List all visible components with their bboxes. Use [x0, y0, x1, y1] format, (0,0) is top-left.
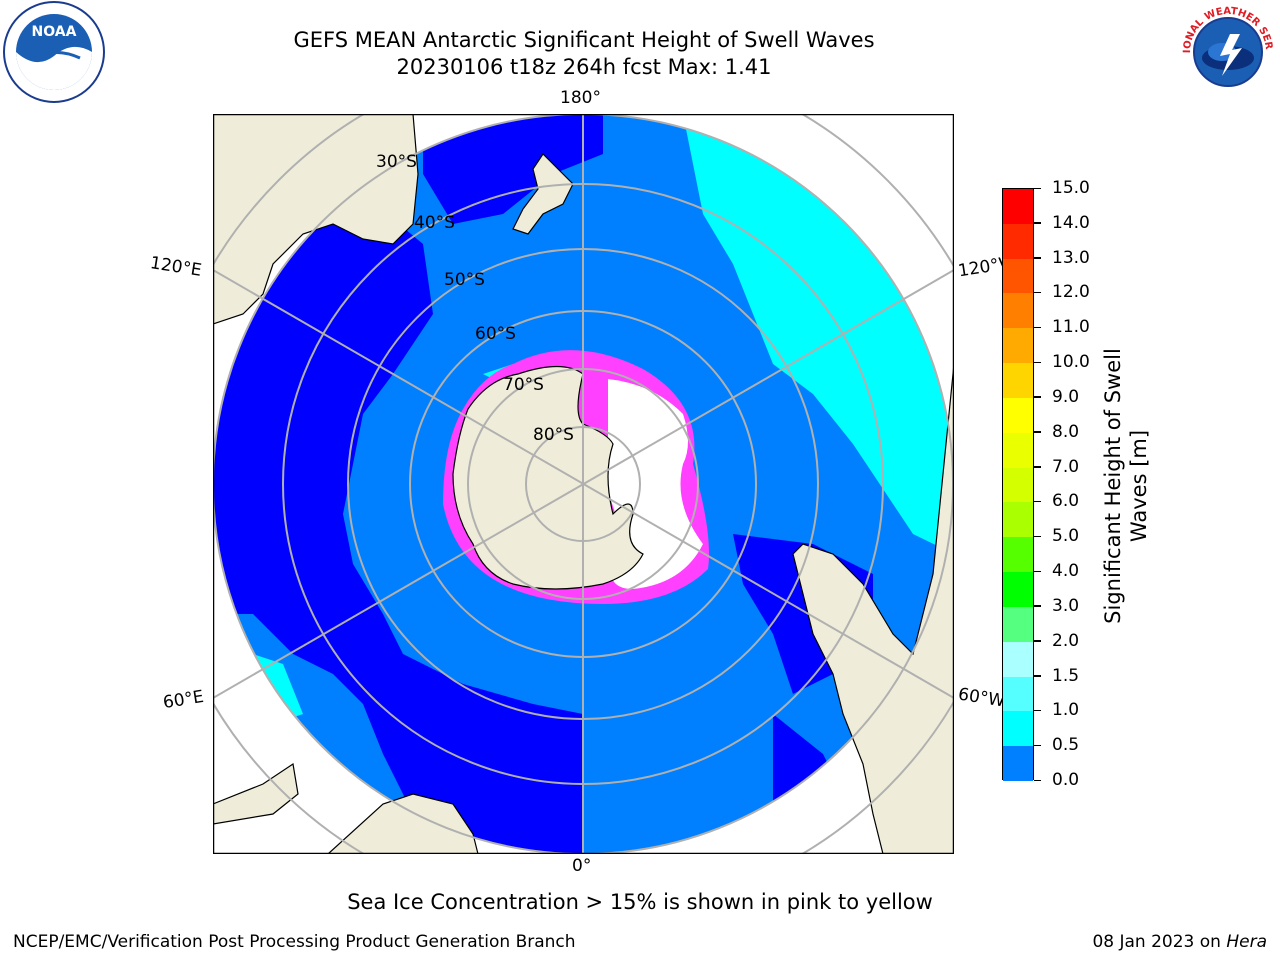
colorbar-tick-mark [1034, 779, 1041, 781]
colorbar-tick-label: 5.0 [1052, 526, 1080, 547]
noaa-logo-text: NOAA [32, 24, 77, 40]
land-madagascar [213, 762, 299, 825]
colorbar-segment [1003, 502, 1033, 538]
colorbar-tick-label: 15.0 [1052, 178, 1090, 198]
colorbar-tick-mark [1034, 675, 1041, 677]
meridian-60e-120w [213, 269, 954, 699]
antarctica [443, 350, 709, 604]
colorbar-tick-label: 2.0 [1052, 630, 1080, 651]
colorbar-segment [1003, 467, 1033, 503]
colorbar [1002, 188, 1034, 782]
colorbar-tick-label: 14.0 [1052, 212, 1090, 233]
colorbar-tick-mark [1034, 535, 1041, 538]
land-new-zealand [512, 153, 574, 235]
lat-label-60s: 60°S [475, 324, 516, 344]
colorbar-segment [1003, 328, 1033, 364]
colorbar-tick-mark [1034, 500, 1041, 503]
colorbar-segment [1003, 676, 1033, 712]
nws-logo: NATIONAL WEATHER SERVICE [1176, 0, 1278, 102]
chart-title: GEFS MEAN Antarctic Significant Height o… [293, 28, 875, 52]
colorbar-tick-mark [1034, 466, 1041, 468]
colorbar-tick-mark [1034, 709, 1041, 712]
colorbar-tick-label: 0.0 [1052, 770, 1080, 790]
colorbar-tick-label: 6.0 [1052, 491, 1080, 512]
colorbar-tick-label: 9.0 [1052, 386, 1080, 407]
colorbar-tick-label: 8.0 [1052, 421, 1080, 442]
land-south-america [792, 363, 954, 854]
colorbar-segment [1003, 432, 1033, 469]
colorbar-tick-mark [1034, 744, 1041, 747]
colorbar-segment [1003, 363, 1033, 399]
colorbar-tick-mark [1034, 291, 1041, 294]
colorbar-tick-label: 4.0 [1052, 561, 1080, 582]
colorbar-segment [1003, 641, 1033, 678]
colorbar-segment [1003, 397, 1033, 434]
colorbar-tick-label: 12.0 [1052, 282, 1090, 303]
colorbar-tick-label: 0.5 [1052, 735, 1080, 756]
colorbar-tick-mark [1034, 222, 1041, 224]
colorbar-tick-mark [1034, 187, 1041, 189]
colorbar-segment [1003, 537, 1033, 573]
colorbar-segment [1003, 746, 1033, 782]
sea-ice-note: Sea Ice Concentration > 15% is shown in … [347, 890, 933, 914]
colorbar-label: Significant Height of Swell Waves [m] [1100, 286, 1152, 686]
noaa-logo: NOAA [3, 1, 105, 103]
colorbar-tick-mark [1034, 570, 1041, 573]
lon-label-120e: 120°E [148, 253, 203, 281]
colorbar-label-line2: Waves [m] [1127, 429, 1151, 543]
footer-date-text: 08 Jan 2023 on [1092, 932, 1227, 952]
colorbar-label-line1: Significant Height of Swell [1101, 348, 1125, 624]
colorbar-segment [1003, 606, 1033, 643]
colorbar-segment [1003, 223, 1033, 260]
colorbar-tick-label: 11.0 [1052, 317, 1090, 338]
colorbar-segment [1003, 293, 1033, 329]
chart-subtitle: 20230106 t18z 264h fcst Max: 1.41 [396, 55, 772, 79]
colorbar-tick-label: 1.5 [1052, 665, 1080, 686]
lat-label-80s: 80°S [533, 425, 574, 445]
lon-label-180: 180° [560, 88, 601, 108]
lon-label-60w: 60°W [956, 684, 1007, 712]
colorbar-tick-label: 3.0 [1052, 595, 1080, 616]
lat-label-50s: 50°S [444, 270, 485, 290]
colorbar-segment [1003, 572, 1033, 608]
colorbar-tick-label: 7.0 [1052, 456, 1080, 477]
footer-machine: Hera [1226, 932, 1267, 952]
lat-label-30s: 30°S [376, 152, 417, 172]
lon-label-0: 0° [572, 856, 592, 876]
colorbar-tick-mark [1034, 396, 1041, 398]
colorbar-tick-mark [1034, 326, 1041, 329]
colorbar-segment [1003, 258, 1033, 294]
land-australia [213, 114, 419, 325]
colorbar-segment [1003, 711, 1033, 747]
polar-map [213, 114, 954, 854]
footer-credit: NCEP/EMC/Verification Post Processing Pr… [13, 932, 576, 952]
lat-label-70s: 70°S [503, 375, 544, 395]
land-africa [327, 793, 479, 854]
colorbar-tick-mark [1034, 257, 1041, 259]
footer-date: 08 Jan 2023 on Hera [1092, 932, 1267, 952]
map-border [213, 114, 954, 854]
land-masses [213, 114, 954, 854]
swell-0-0.5-region [213, 194, 583, 854]
lat-label-40s: 40°S [414, 213, 455, 233]
colorbar-tick-mark [1034, 640, 1041, 642]
colorbar-tick-mark [1034, 431, 1041, 433]
colorbar-tick-label: 13.0 [1052, 247, 1090, 268]
colorbar-tick-mark [1034, 361, 1041, 364]
colorbar-tick-mark [1034, 605, 1041, 607]
sea-ice-core [608, 379, 703, 589]
lon-label-60e: 60°E [161, 686, 206, 714]
colorbar-tick-label: 1.0 [1052, 700, 1080, 721]
colorbar-segment [1003, 189, 1033, 225]
colorbar-tick-label: 10.0 [1052, 352, 1090, 373]
